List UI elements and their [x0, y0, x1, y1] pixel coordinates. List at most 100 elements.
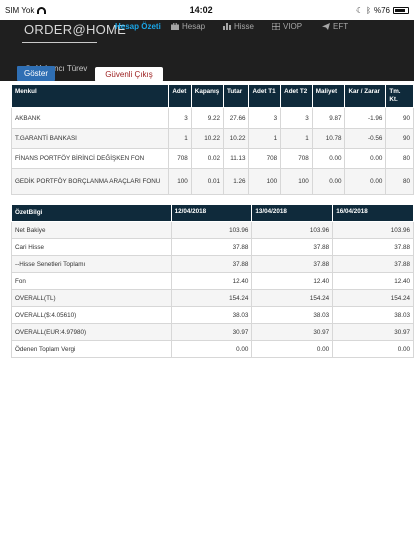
col-header: Tutar — [222, 84, 250, 108]
cell: -0.56 — [344, 128, 387, 149]
show-button[interactable]: Göster — [17, 66, 55, 81]
cell: 3 — [280, 107, 313, 129]
cell: 0.00 — [344, 168, 387, 195]
nav-account[interactable]: Hesap — [171, 22, 205, 31]
table-row: Ödenen Toplam Vergi 0.00 0.00 0.00 — [11, 340, 414, 358]
cell: Fon — [11, 272, 172, 290]
col-header: Kapanış — [190, 84, 224, 108]
cell: 10.78 — [311, 128, 346, 149]
col-header: Tm. Kt. — [385, 84, 414, 108]
cell: 37.88 — [332, 238, 414, 256]
brand-logo[interactable]: ORDER@HOME — [24, 22, 127, 37]
col-header: 13/04/2018 — [251, 204, 334, 222]
cell: 10.22 — [222, 128, 250, 149]
cell: 37.88 — [170, 255, 253, 273]
col-header: 12/04/2018 — [170, 204, 253, 222]
cell: 0.00 — [344, 148, 387, 169]
cell: -1.96 — [344, 107, 387, 129]
nav-label: Hisse — [234, 22, 255, 31]
wifi-icon — [37, 6, 47, 14]
cell: 30.97 — [251, 323, 334, 341]
table-row: T.GARANTİ BANKASI 1 10.22 10.22 1 1 10.7… — [10, 128, 414, 149]
cell: 0.00 — [311, 168, 346, 195]
cell: 38.03 — [332, 306, 414, 324]
cell: 0.01 — [190, 168, 224, 195]
bar-chart-icon — [223, 23, 231, 30]
table-row: GEDİK PORTFÖY BORÇLANMA ARAÇLARI FONU 10… — [10, 168, 414, 195]
table-row: FİNANS PORTFÖY BİRİNCİ DEĞİŞKEN FON 708 … — [10, 148, 414, 169]
nav-label: Hesap Özeti — [115, 22, 161, 31]
cell: 30.97 — [170, 323, 253, 341]
col-header: Kar / Zarar — [344, 84, 387, 108]
cell: 0.00 — [311, 148, 346, 169]
table-row: Net Bakiye 103.96 103.96 103.96 — [11, 221, 414, 239]
send-icon — [322, 23, 330, 30]
cell: 3 — [248, 107, 282, 129]
cell: 103.96 — [251, 221, 334, 239]
summary-header-row: ÖzetBilgi 12/04/2018 13/04/2018 16/04/20… — [11, 204, 414, 222]
cell: 30.97 — [332, 323, 414, 341]
cell: 103.96 — [170, 221, 253, 239]
cell: 708 — [168, 148, 192, 169]
cell: 154.24 — [251, 289, 334, 307]
cell: OVERALL($:4.05610) — [11, 306, 172, 324]
cell: 12.40 — [332, 272, 414, 290]
col-header: ÖzetBilgi — [11, 204, 172, 222]
nav-stocks[interactable]: Hisse — [223, 22, 254, 31]
bluetooth-icon: ᛒ — [366, 5, 371, 15]
col-header: Adet — [168, 84, 192, 108]
col-header: Menkul — [10, 84, 170, 108]
cell: 0.00 — [332, 340, 414, 358]
cell: 1 — [280, 128, 313, 149]
cell: 38.03 — [251, 306, 334, 324]
holdings-table: Menkul Adet Kapanış Tutar Adet T1 Adet T… — [10, 84, 414, 195]
table-row: OVERALL(TL) 154.24 154.24 154.24 — [11, 289, 414, 307]
cell: 37.88 — [332, 255, 414, 273]
cell: 100 — [280, 168, 313, 195]
cell: 90 — [385, 128, 414, 149]
cell: Net Bakiye — [11, 221, 172, 239]
cell: Ödenen Toplam Vergi — [11, 340, 172, 358]
cell: 154.24 — [170, 289, 253, 307]
cell: T.GARANTİ BANKASI — [10, 128, 170, 149]
cell: 9.22 — [190, 107, 224, 129]
nav-viop[interactable]: VIOP — [272, 22, 302, 31]
cell: 1 — [168, 128, 192, 149]
battery-percent: %76 — [373, 5, 390, 15]
col-header: Maliyet — [311, 84, 346, 108]
cell: 10.22 — [190, 128, 224, 149]
cell: 0.02 — [190, 148, 224, 169]
clock: 14:02 — [189, 5, 213, 15]
cell: 37.88 — [251, 238, 334, 256]
carrier-label: SIM Yok — [5, 5, 35, 15]
cell: 80 — [385, 148, 414, 169]
status-bar: SIM Yok 14:02 ☾ ᛒ %76 — [0, 0, 414, 20]
cell: OVERALL(TL) — [11, 289, 172, 307]
cell: 37.88 — [170, 238, 253, 256]
cell: OVERALL(EUR:4.97980) — [11, 323, 172, 341]
cell: 100 — [248, 168, 282, 195]
cell: 708 — [248, 148, 282, 169]
cell: 38.03 — [170, 306, 253, 324]
col-header: Adet T1 — [248, 84, 282, 108]
nav-eft[interactable]: EFT — [322, 22, 348, 31]
cell: 0.00 — [170, 340, 253, 358]
moon-icon: ☾ — [355, 5, 364, 15]
cell: FİNANS PORTFÖY BİRİNCİ DEĞİŞKEN FON — [10, 148, 170, 169]
top-navbar: ORDER@HOME Hesap Özeti Hesap Hisse VIOP … — [0, 20, 414, 82]
cell: 11.13 — [222, 148, 250, 169]
cell: 1 — [248, 128, 282, 149]
logout-button[interactable]: Güvenli Çıkış — [95, 67, 163, 82]
cell: 9.87 — [311, 107, 346, 129]
cell: 12.40 — [170, 272, 253, 290]
cell: Cari Hisse — [11, 238, 172, 256]
cell: GEDİK PORTFÖY BORÇLANMA ARAÇLARI FONU — [10, 168, 170, 195]
cell: --Hisse Senetleri Toplamı — [11, 255, 172, 273]
nav-label: Hesap — [182, 22, 206, 31]
cell: 37.88 — [251, 255, 334, 273]
nav-account-summary[interactable]: Hesap Özeti — [115, 22, 161, 31]
cell: 27.66 — [222, 107, 250, 129]
table-row: OVERALL($:4.05610) 38.03 38.03 38.03 — [11, 306, 414, 324]
cell: 154.24 — [332, 289, 414, 307]
col-header: 16/04/2018 — [332, 204, 414, 222]
